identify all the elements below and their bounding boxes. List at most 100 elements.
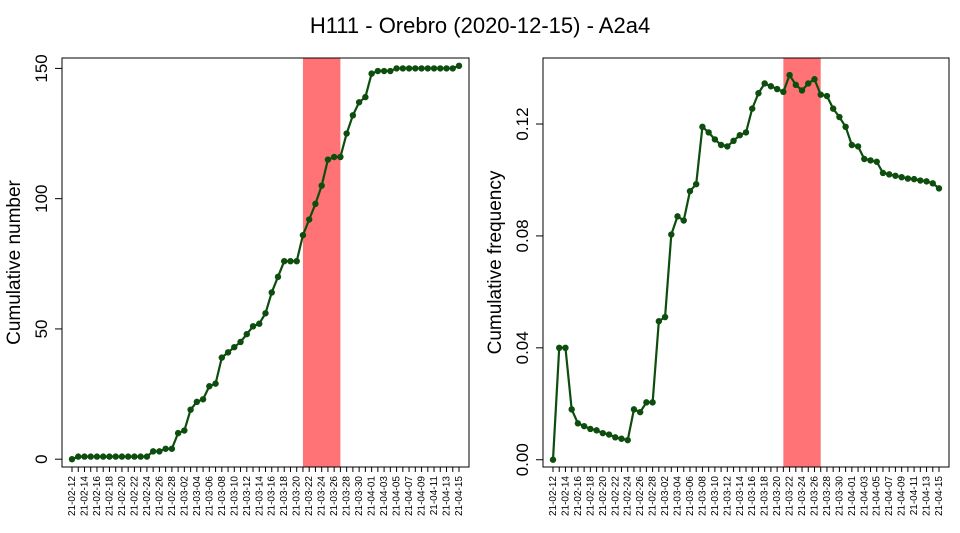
x-tick-label: 21-04-07 xyxy=(404,476,415,516)
data-point xyxy=(256,320,263,327)
data-point xyxy=(929,180,936,187)
data-point xyxy=(349,112,357,119)
x-tick-label: 21-04-05 xyxy=(872,476,883,516)
data-point xyxy=(87,453,94,460)
data-point xyxy=(193,398,201,406)
data-point xyxy=(418,65,425,72)
data-point xyxy=(805,80,812,87)
x-tick-label: 21-02-26 xyxy=(635,476,646,516)
data-point xyxy=(305,216,313,223)
x-tick-label: 21-03-12 xyxy=(722,476,733,516)
data-point xyxy=(580,422,588,430)
data-point xyxy=(692,180,700,188)
y-tick-label: 0.08 xyxy=(513,219,532,252)
data-point xyxy=(187,406,194,413)
data-point xyxy=(618,435,625,442)
data-point xyxy=(93,453,101,460)
data-point xyxy=(624,436,631,444)
data-point xyxy=(549,456,557,463)
data-point xyxy=(798,87,806,94)
data-point xyxy=(156,448,163,455)
data-point xyxy=(599,429,607,437)
data-point xyxy=(68,455,76,463)
series-line xyxy=(71,64,460,461)
data-point xyxy=(717,141,725,149)
x-tick-label: 21-03-16 xyxy=(747,476,758,516)
x-tick-label: 21-04-15 xyxy=(454,476,465,516)
data-point xyxy=(206,383,213,390)
data-point xyxy=(786,71,793,79)
data-point xyxy=(455,62,463,70)
x-tick-label: 21-02-24 xyxy=(142,476,153,516)
x-tick-label: 21-03-26 xyxy=(329,476,340,516)
x-tick-label: 21-03-20 xyxy=(772,476,783,516)
data-point xyxy=(923,178,930,185)
x-tick-label: 21-03-10 xyxy=(229,476,240,516)
x-tick-label: 21-03-28 xyxy=(342,476,353,516)
data-point xyxy=(892,172,899,179)
y-tick-label: 0 xyxy=(32,454,51,463)
x-tick-label: 21-02-22 xyxy=(610,476,621,516)
data-point xyxy=(612,434,619,441)
data-point xyxy=(181,427,188,434)
cumulative-frequency-panel: 0.00 0.04 0.08 0.12 Cumulative frequency 21-0… xyxy=(485,57,950,516)
data-point xyxy=(730,137,737,145)
data-point xyxy=(137,453,144,460)
x-tick-label: 21-02-22 xyxy=(129,476,140,516)
data-point xyxy=(437,65,444,72)
data-point xyxy=(643,399,650,406)
data-point xyxy=(374,67,382,75)
data-point xyxy=(742,129,750,136)
data-point xyxy=(449,65,456,72)
data-point xyxy=(562,344,569,352)
x-tick-label: 21-03-14 xyxy=(735,476,746,516)
data-point xyxy=(630,406,638,413)
data-point xyxy=(112,453,119,460)
data-point xyxy=(568,406,575,413)
x-tick-label: 21-04-03 xyxy=(859,476,870,516)
data-point xyxy=(854,143,862,150)
y-axis-title: Cumulative frequency xyxy=(485,170,506,354)
y-tick-label: 0.00 xyxy=(513,443,532,476)
data-point xyxy=(106,453,113,460)
data-point xyxy=(231,343,238,351)
x-tick-label: 21-02-18 xyxy=(585,476,596,516)
data-point xyxy=(879,169,887,177)
data-point xyxy=(711,136,719,143)
x-tick-label: 21-03-22 xyxy=(304,476,315,516)
data-point xyxy=(668,231,675,238)
data-point xyxy=(593,427,600,434)
data-point xyxy=(761,80,768,87)
data-point xyxy=(380,67,388,75)
data-point xyxy=(674,213,681,220)
x-tick-label: 21-03-06 xyxy=(685,476,696,516)
x-tick-label: 21-03-10 xyxy=(710,476,721,516)
data-point xyxy=(724,143,731,150)
data-point xyxy=(218,354,226,361)
y-tick-label: 100 xyxy=(32,184,51,212)
data-point xyxy=(749,105,756,112)
data-point xyxy=(680,217,687,224)
data-point xyxy=(118,453,126,460)
x-tick-label: 21-02-20 xyxy=(117,476,128,516)
data-point xyxy=(368,70,375,77)
x-tick-label: 21-02-12 xyxy=(548,476,559,516)
data-point xyxy=(811,76,818,83)
x-tick-label: 21-03-20 xyxy=(292,476,303,516)
data-point xyxy=(131,453,138,460)
x-tick-label: 21-03-04 xyxy=(673,476,684,516)
data-point xyxy=(124,453,132,460)
data-point xyxy=(312,200,319,208)
data-point xyxy=(904,175,912,182)
x-tick-label: 21-03-24 xyxy=(797,476,808,516)
x-tick-label: 21-03-30 xyxy=(834,476,845,516)
x-tick-label: 21-04-07 xyxy=(884,476,895,516)
x-tick-label: 21-04-11 xyxy=(909,476,920,516)
data-point xyxy=(100,453,107,460)
data-point xyxy=(262,310,269,317)
x-tick-label: 21-02-24 xyxy=(623,476,634,516)
data-point xyxy=(636,408,644,416)
data-point xyxy=(767,83,775,90)
data-point xyxy=(287,257,294,265)
data-point xyxy=(885,171,893,178)
